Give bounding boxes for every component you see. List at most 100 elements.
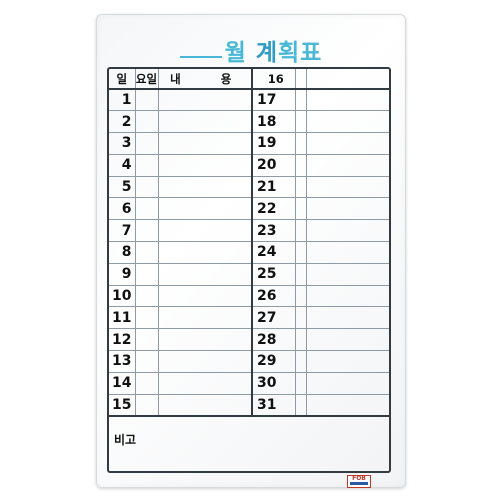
weekday-cell [134,110,158,134]
day-number: 1 [109,89,135,112]
header-content-label: 내 용 [170,71,250,86]
weekday-cell [294,219,306,243]
day-number: 14 [109,372,135,395]
day-number: 8 [109,241,135,264]
weekday-cell [294,110,306,134]
content-cell [157,394,252,417]
day-number: 21 [251,176,295,199]
table-row: 2 18 [109,110,389,134]
content-cell [305,219,389,243]
header-weekday-2 [294,69,306,90]
table-row: 8 24 [109,241,389,264]
content-cell [305,154,389,177]
content-cell [157,328,252,352]
weekday-cell [134,350,158,373]
table-row: 3 19 [109,132,389,155]
table-row: 9 25 [109,263,389,286]
content-cell [157,285,252,308]
header-content-2 [305,69,389,90]
content-cell [305,89,389,112]
day-number: 9 [109,263,135,286]
day-number: 11 [109,306,135,330]
day-number: 28 [251,328,295,352]
content-cell [305,306,389,330]
content-cell [157,89,252,112]
weekday-cell [294,154,306,177]
weekday-cell [134,263,158,286]
header-day-16: 16 [251,69,295,90]
weekday-cell [134,132,158,155]
weekday-cell [134,328,158,352]
content-cell [157,219,252,243]
content-cell [305,176,389,199]
weekday-cell [134,394,158,417]
day-number: 17 [251,89,295,112]
table-row: 13 29 [109,350,389,373]
content-cell [305,394,389,417]
content-cell [305,241,389,264]
day-number: 25 [251,263,295,286]
table-row: 14 30 [109,372,389,395]
weekday-cell [294,241,306,264]
day-number: 19 [251,132,295,155]
weekday-cell [294,285,306,308]
table-row: 7 23 [109,219,389,243]
weekday-cell [134,154,158,177]
content-cell [305,372,389,395]
content-cell [157,132,252,155]
table-row: 15 31 [109,394,389,417]
header-weekday: 요일 [134,69,158,90]
table-row: 6 22 [109,197,389,221]
weekday-cell [294,89,306,112]
day-number: 26 [251,285,295,308]
content-cell [305,197,389,221]
day-number: 6 [109,197,135,221]
title-plan-2: 획표 [278,40,323,66]
content-cell [305,110,389,134]
day-number: 30 [251,372,295,395]
table-row: 12 28 [109,328,389,352]
header-day: 일 [109,69,135,90]
content-cell [305,285,389,308]
table-header-row: 일 요일 내 용 16 [109,69,389,90]
day-number: 15 [109,394,135,417]
weekday-cell [294,176,306,199]
month-blank-line [179,56,222,58]
whiteboard: 월 계획표 일 요일 내 용 16 1 17 2 18 3 19 4 20 5 21 6 22 7 23 8… [96,14,406,488]
header-content: 내 용 [157,69,252,90]
board-title: 월 계획표 [97,33,405,69]
content-cell [157,176,252,199]
weekday-cell [294,394,306,417]
content-cell [305,328,389,352]
day-number: 29 [251,350,295,373]
schedule-frame: 일 요일 내 용 16 1 17 2 18 3 19 4 20 5 21 6 22 7 23 8 24 9 25 1… [107,67,391,473]
day-number: 3 [109,132,135,155]
day-number: 20 [251,154,295,177]
brand-logo-text: FOB [352,475,366,482]
content-cell [157,110,252,134]
day-number: 4 [109,154,135,177]
day-number: 7 [109,219,135,243]
title-plan-1: 계 [255,40,279,66]
content-cell [305,132,389,155]
content-cell [157,306,252,330]
notes-label: 비고 [114,433,137,447]
weekday-cell [294,372,306,395]
day-number: 23 [251,219,295,243]
weekday-cell [294,132,306,155]
content-cell [305,263,389,286]
weekday-cell [294,350,306,373]
day-number: 18 [251,110,295,134]
weekday-cell [134,197,158,221]
content-cell [157,263,252,286]
day-number: 12 [109,328,135,352]
table-row: 10 26 [109,285,389,308]
weekday-cell [294,306,306,330]
weekday-cell [294,197,306,221]
content-cell [305,350,389,373]
weekday-cell [134,89,158,112]
weekday-cell [134,176,158,199]
day-number: 5 [109,176,135,199]
weekday-cell [134,241,158,264]
table-row: 11 27 [109,306,389,330]
